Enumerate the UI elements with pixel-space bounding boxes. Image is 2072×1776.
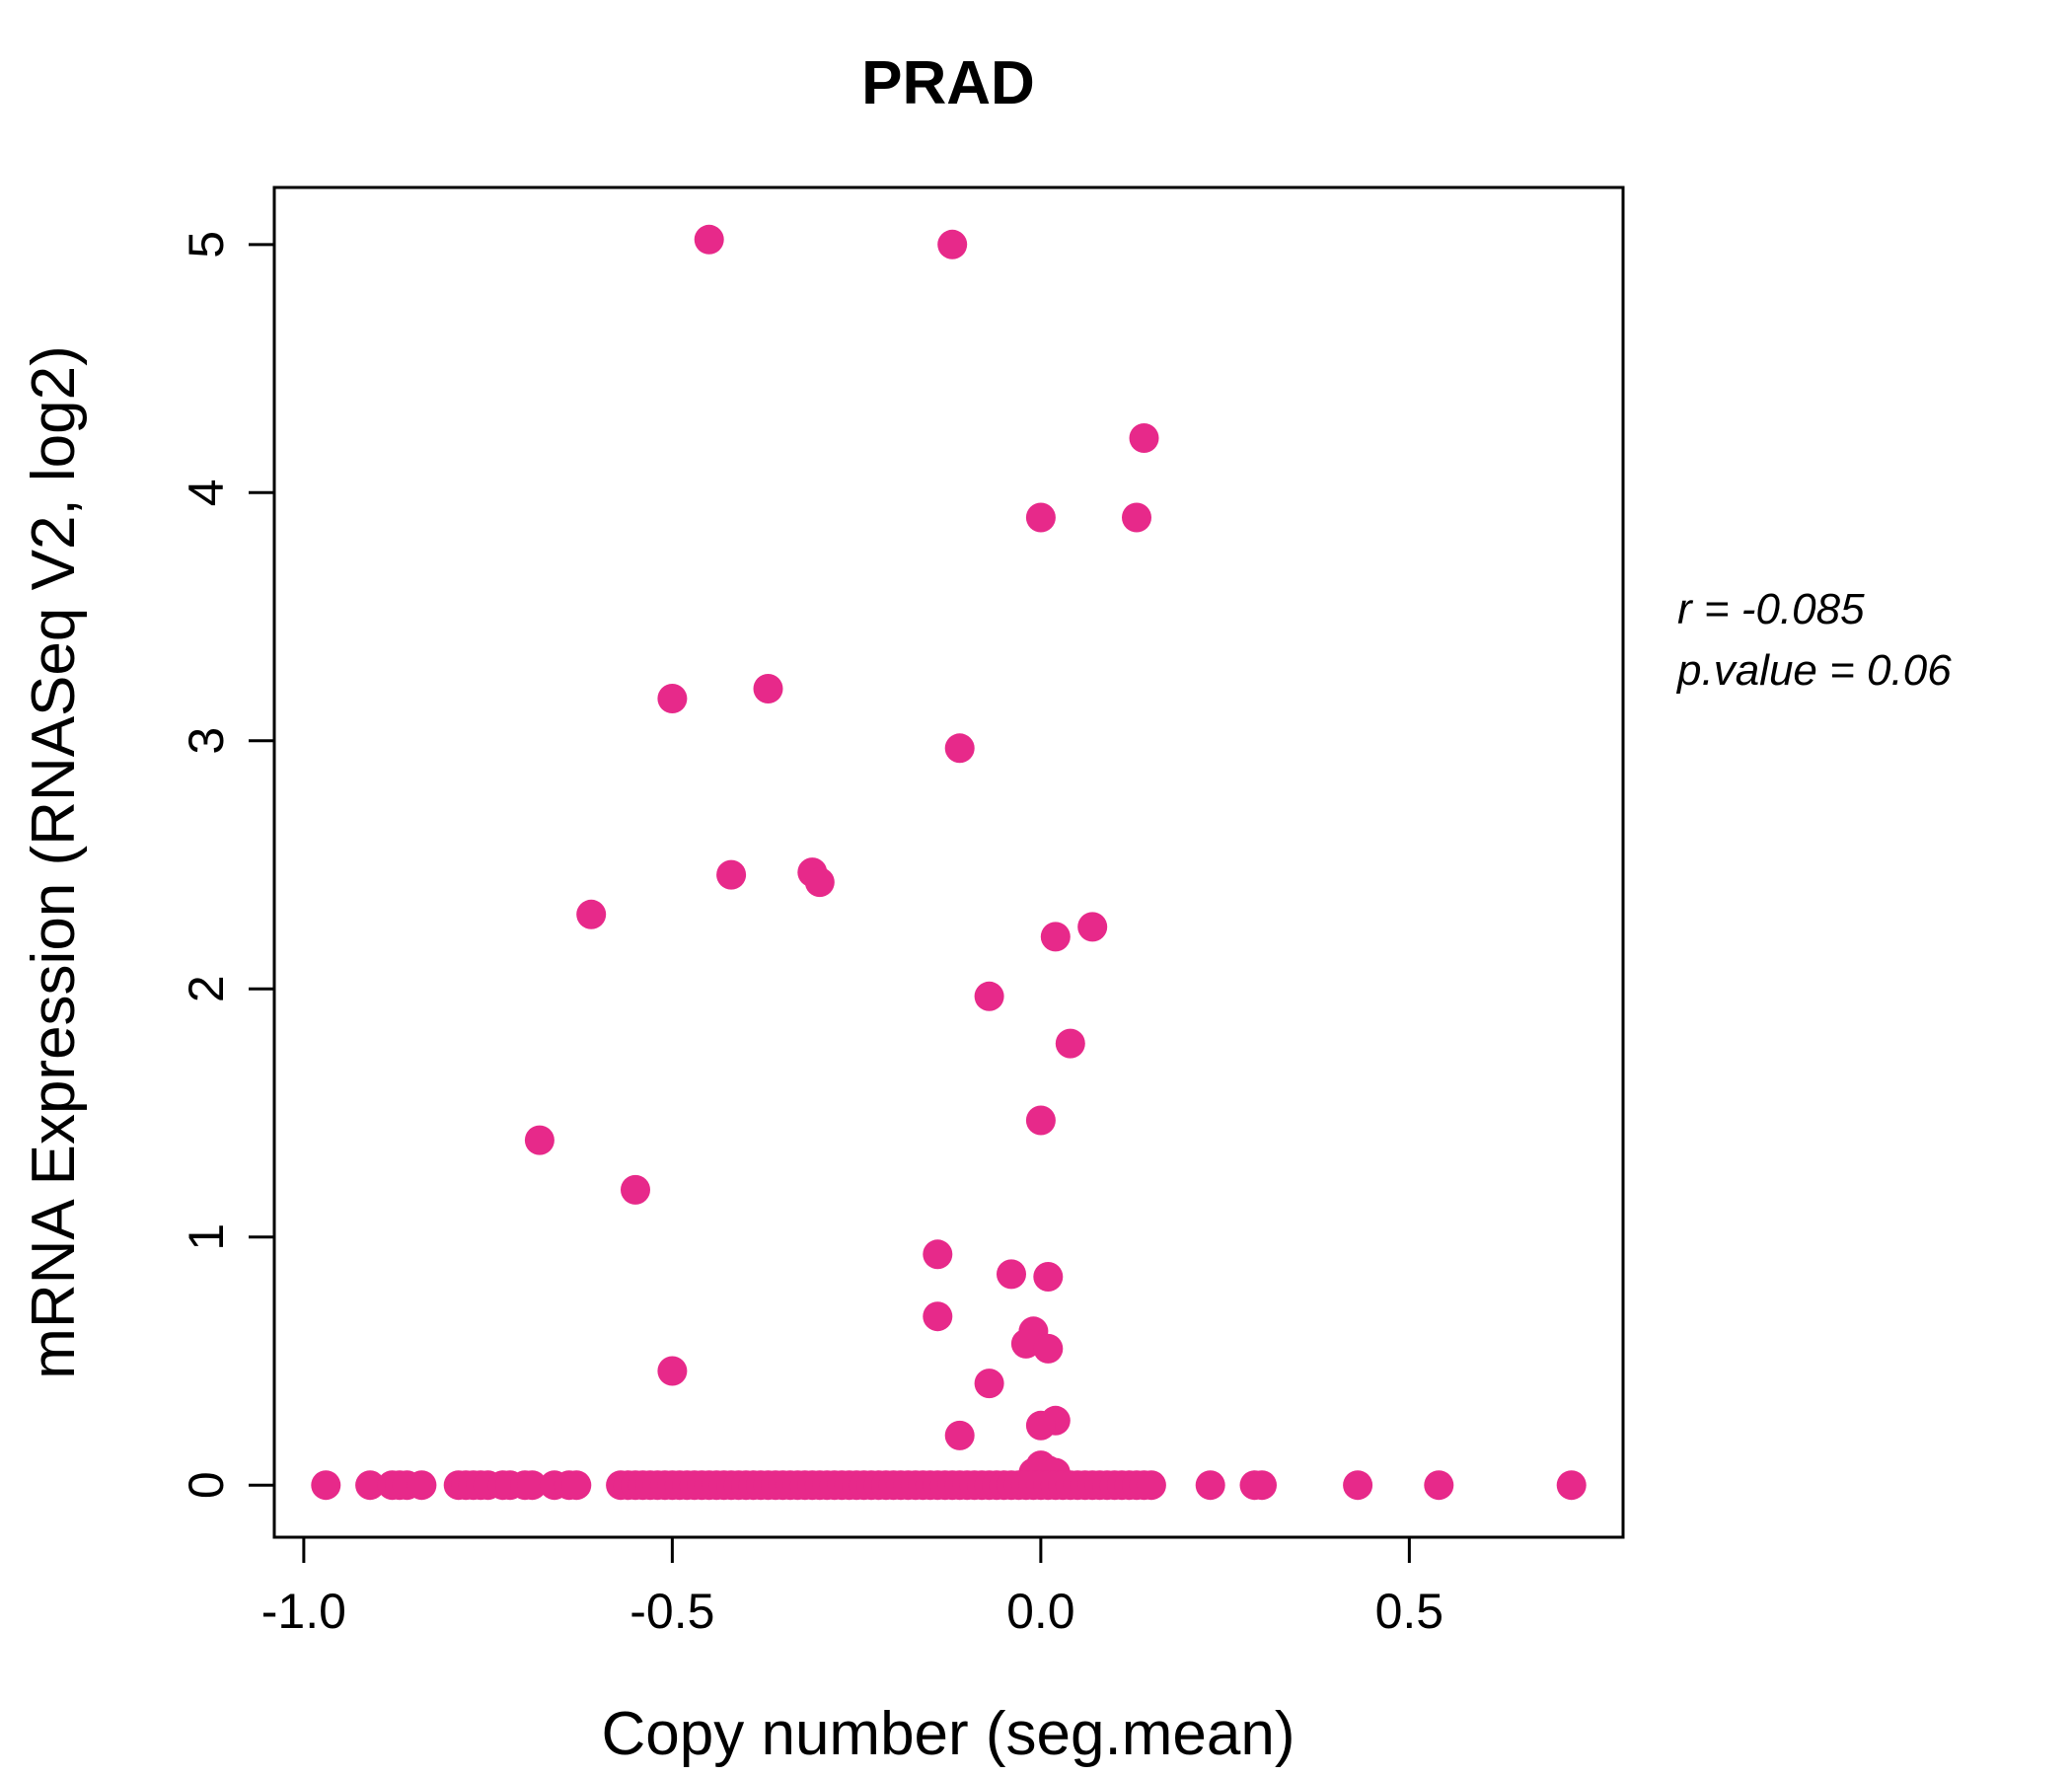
x-tick-label: -0.5 — [629, 1584, 714, 1639]
data-point — [1040, 922, 1071, 952]
p-value-text: p.value = 0.06 — [1675, 646, 1952, 695]
data-point — [944, 1420, 975, 1450]
data-point — [355, 1470, 386, 1501]
x-tick-label: 0.0 — [1006, 1584, 1075, 1639]
data-point — [1033, 1333, 1064, 1364]
data-point — [1424, 1470, 1454, 1501]
y-axis-label: mRNA Expression (RNASeq V2, log2) — [20, 345, 88, 1379]
y-tick-label: 0 — [179, 1471, 234, 1499]
data-point — [1077, 912, 1108, 942]
data-point — [311, 1470, 341, 1501]
data-point — [1025, 502, 1056, 533]
data-point — [1025, 1105, 1056, 1136]
data-point — [1343, 1470, 1373, 1501]
plot-area-border — [272, 185, 1625, 1539]
y-tick-label: 5 — [179, 231, 234, 259]
data-point — [621, 1174, 650, 1205]
data-point — [1556, 1470, 1587, 1501]
data-point — [657, 684, 688, 713]
data-point — [576, 899, 607, 929]
chart-title: PRAD — [861, 49, 1035, 117]
y-tick-label: 3 — [179, 727, 234, 755]
data-point — [753, 674, 783, 703]
data-point — [716, 859, 747, 890]
data-point — [923, 1239, 953, 1270]
data-point — [923, 1301, 953, 1332]
data-point — [944, 733, 975, 764]
data-point — [1136, 1470, 1166, 1501]
data-point — [561, 1470, 592, 1501]
x-axis-ticks: -1.0 -0.5 0.0 0.5 — [261, 1537, 1443, 1639]
data-point — [1010, 1328, 1041, 1359]
data-point — [1055, 1028, 1085, 1059]
data-point — [657, 1356, 688, 1386]
data-point — [804, 867, 835, 898]
data-point — [524, 1125, 555, 1155]
data-point — [974, 1369, 1004, 1399]
data-point — [1195, 1470, 1225, 1501]
correlation-r-text: r = -0.085 — [1677, 585, 1865, 633]
data-point — [517, 1470, 548, 1501]
y-axis-ticks: 0 1 2 3 4 5 — [179, 231, 274, 1499]
data-point — [1025, 1410, 1056, 1441]
data-point — [974, 981, 1004, 1011]
data-point — [1033, 1262, 1064, 1292]
data-points-group — [311, 224, 1587, 1501]
data-point — [937, 229, 968, 259]
y-tick-label: 1 — [179, 1223, 234, 1251]
data-point — [1129, 423, 1159, 453]
data-point — [1247, 1470, 1277, 1501]
x-tick-label: 0.5 — [1375, 1584, 1444, 1639]
data-point — [694, 224, 724, 255]
data-point — [407, 1470, 437, 1501]
data-point — [1122, 502, 1151, 533]
y-tick-label: 2 — [179, 975, 234, 1002]
data-point — [997, 1259, 1026, 1290]
y-tick-label: 4 — [179, 479, 234, 506]
x-axis-label: Copy number (seg.mean) — [602, 1700, 1295, 1768]
x-tick-label: -1.0 — [261, 1584, 346, 1639]
